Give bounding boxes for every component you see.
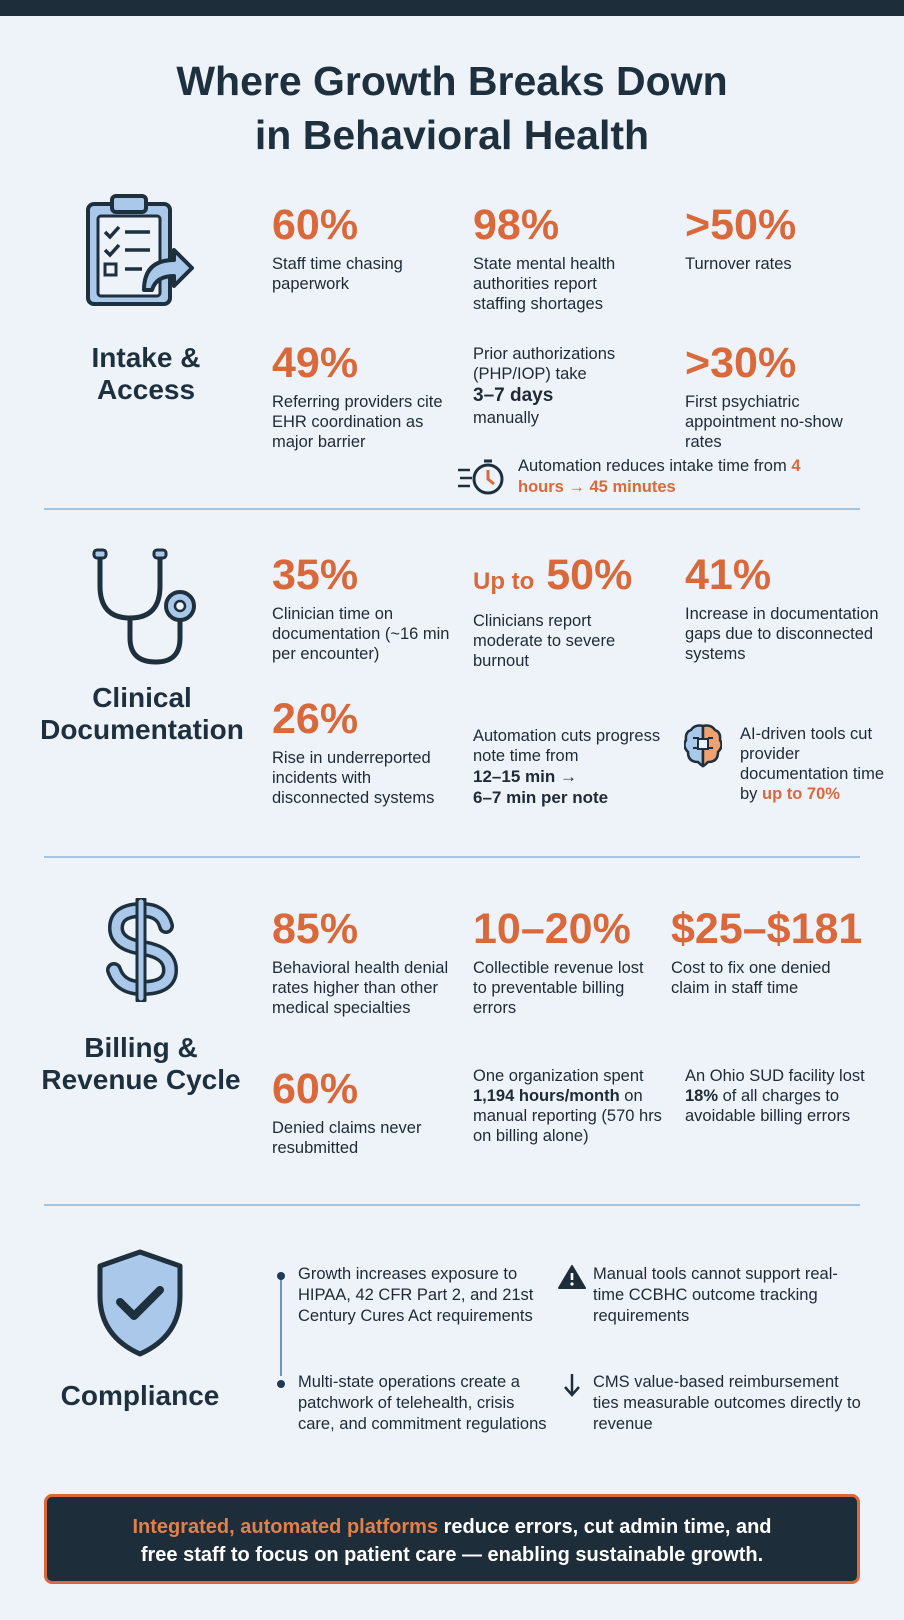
stat-intake-turnover: >50% Turnover rates [685,201,797,273]
stat-intake-no-show: >30% First psychiatric appointment no-sh… [685,339,843,451]
section-label-compliance: Compliance [60,1380,220,1411]
ai-tools-note: AI-driven tools cut provider documentati… [740,725,884,803]
stat-clinical-gaps: 41% Increase in documentation gaps due t… [685,551,879,663]
progress-note-time-note: Automation cuts progress note time from … [473,727,661,807]
stat-clinical-underreported: 26% Rise in underreported incidents with… [272,695,435,807]
banner-line1: Integrated, automated platforms reduce e… [47,1513,857,1541]
compliance-bullet-exposure: Growth increases exposure to HIPAA, 42 C… [298,1265,534,1325]
compliance-bullet-multistate: Multi-state operations create a patchwor… [298,1373,547,1433]
bullet-connector [280,1276,282,1376]
warning-triangle-icon [558,1264,586,1295]
page-title-line1: Where Growth Breaks Down [176,58,728,104]
prior-authorization-note: Prior authorizations (PHP/IOP) take 3–7 … [473,345,616,427]
down-arrow-icon [562,1372,582,1403]
dollar-sign-icon [104,894,179,1007]
section-label-billing: Billing & Revenue Cycle [41,1032,241,1095]
stat-billing-revenue-lost: 10–20% Collectible revenue lost to preve… [473,905,644,1017]
section-label-intake: Intake & Access [91,342,201,405]
stat-clinical-burnout: Up to 50% Clinicians report moderate to … [473,551,633,670]
stat-billing-denial-rates: 85% Behavioral health denial rates highe… [272,905,449,1017]
stopwatch-icon [456,456,510,501]
shield-check-icon [92,1248,188,1363]
section-label-clinical: Clinical Documentation [40,682,244,745]
section-divider [44,508,860,510]
stat-intake-staffing: 98% State mental health authorities repo… [473,201,616,313]
bullet-dot [277,1272,285,1280]
section-divider [44,856,860,858]
stat-billing-not-resubmitted: 60% Denied claims never resubmitted [272,1065,422,1157]
clipboard-checklist-arrow-icon [84,192,196,317]
compliance-cms-note: CMS value-based reimbursement ties measu… [593,1373,861,1433]
top-bar [0,0,904,16]
brain-chip-icon [683,722,723,773]
stat-intake-ehr: 49% Referring providers cite EHR coordin… [272,339,443,451]
bullet-dot [277,1380,285,1388]
section-divider [44,1204,860,1206]
page-title-line2: in Behavioral Health [254,112,650,158]
stat-billing-fix-cost: $25–$181 Cost to fix one denied claim in… [671,905,863,997]
banner-line2: free staff to focus on patient care — en… [140,1544,764,1566]
manual-reporting-hours-note: One organization spent 1,194 hours/month… [473,1067,662,1145]
ohio-facility-note: An Ohio SUD facility lost 18% of all cha… [685,1067,865,1125]
stethoscope-icon [86,548,198,673]
summary-banner: Integrated, automated platforms reduce e… [44,1494,860,1584]
stat-intake-paperwork: 60% Staff time chasing paperwork [272,201,403,293]
banner-highlight: Integrated, automated platforms [132,1516,439,1538]
compliance-ccbhc-warning: Manual tools cannot support real-time CC… [593,1265,838,1325]
page-title: Where Growth Breaks Down in Behavioral H… [0,54,904,162]
automation-intake-note: Automation reduces intake time from 4 ho… [518,457,801,496]
banner-line1-rest: reduce errors, cut admin time, and [438,1516,772,1538]
stat-clinical-documentation-time: 35% Clinician time on documentation (~16… [272,551,450,663]
